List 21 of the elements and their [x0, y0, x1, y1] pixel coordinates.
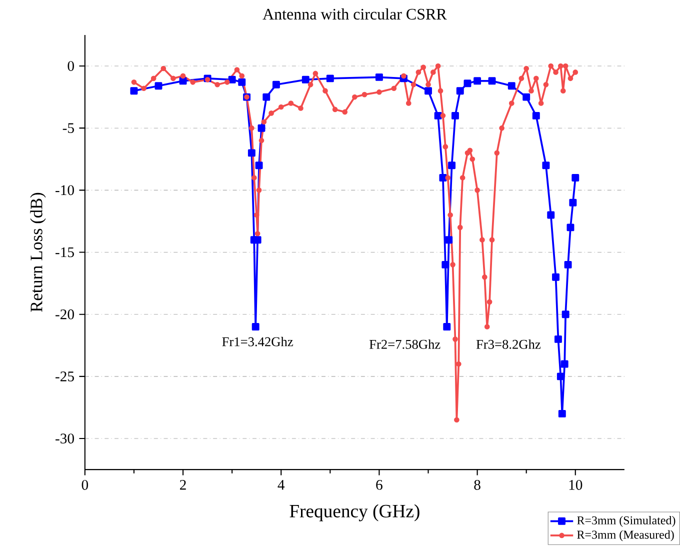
y-tick-label: -25 [56, 371, 74, 382]
y-tick-label: -20 [56, 309, 74, 320]
x-tick-label: 2 [180, 480, 186, 490]
y-tick-label: -30 [56, 433, 74, 444]
y-tick-label: -5 [62, 122, 74, 133]
x-tick-label: 8 [474, 480, 480, 490]
legend-label: R=3mm (Simulated) [577, 516, 676, 527]
x-axis-title: Frequency (GHz) [290, 504, 420, 522]
y-tick-label: 0 [68, 60, 74, 71]
annotation: Fr1=3.42Ghz [222, 336, 293, 346]
x-tick-label: 4 [278, 480, 285, 490]
chart-title: Antenna with circular CSRR [262, 8, 447, 20]
x-tick-label: 10 [569, 480, 582, 490]
y-tick-label: -10 [56, 185, 74, 195]
y-axis-title: Return Loss (dB) [30, 192, 46, 312]
annotation: Fr3=8.2Ghz [476, 339, 540, 349]
legend-label: R=3mm (Measured) [577, 530, 674, 541]
y-tick-label: -15 [56, 247, 74, 257]
x-tick-label: 6 [376, 480, 382, 490]
annotation: Fr2=7.58Ghz [369, 339, 440, 349]
x-tick-label: 0 [82, 480, 88, 490]
